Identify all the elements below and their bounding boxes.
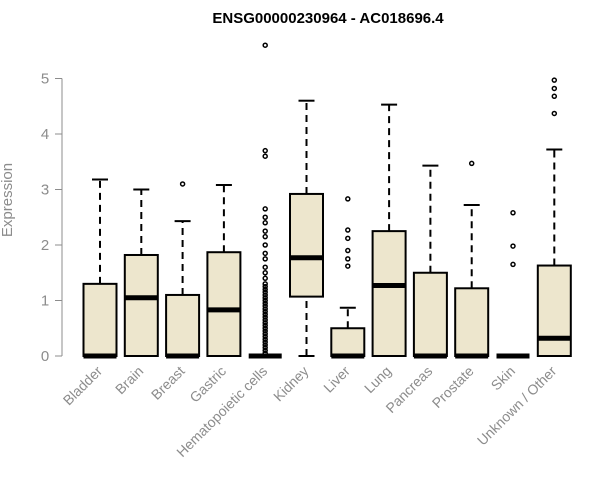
outlier-point <box>262 294 268 301</box>
outlier-point <box>262 256 268 262</box>
box-iqr <box>289 192 324 298</box>
outlier-point <box>262 342 268 348</box>
box-iqr <box>412 271 448 357</box>
outlier-point <box>262 331 268 337</box>
box-iqr <box>330 327 366 357</box>
outlier-point <box>510 261 516 268</box>
box-group <box>536 77 572 357</box>
outlier-point <box>262 214 268 220</box>
y-axis-label: Expression <box>0 163 16 237</box>
box-group <box>330 196 366 359</box>
box-group <box>206 184 242 357</box>
outlier-point <box>510 210 516 216</box>
outlier-point <box>262 328 268 334</box>
outlier-point <box>345 227 351 233</box>
outlier-point <box>262 153 268 159</box>
outlier-point <box>262 264 268 270</box>
outlier-point <box>262 250 268 257</box>
outlier-point <box>179 181 186 187</box>
box-group <box>496 210 530 359</box>
outlier-point <box>551 110 558 117</box>
y-tick-label: 2 <box>41 237 49 254</box>
outlier-point <box>262 300 268 307</box>
outlier-point <box>551 77 558 83</box>
outlier-point <box>262 281 268 287</box>
y-tick-label: 4 <box>41 126 49 143</box>
outlier-point <box>262 347 268 354</box>
box-group <box>454 160 490 359</box>
outlier-point <box>345 247 351 254</box>
outlier-point <box>262 228 268 234</box>
outlier-point <box>551 93 558 100</box>
box-group <box>371 103 407 357</box>
outlier-point <box>345 256 351 262</box>
y-tick-label: 3 <box>41 182 49 199</box>
outlier-point <box>262 306 268 312</box>
outlier-point <box>262 286 268 293</box>
box-iqr <box>536 264 572 357</box>
box-group <box>123 188 159 358</box>
outlier-point <box>551 85 558 92</box>
outlier-point <box>262 292 268 298</box>
outlier-point <box>262 233 268 240</box>
y-tick-label: 5 <box>41 71 49 88</box>
outlier-point <box>262 220 268 226</box>
outlier-point <box>468 160 475 167</box>
box-group <box>248 42 282 359</box>
box-iqr <box>123 253 159 358</box>
x-tick-label: Kidney <box>270 363 312 405</box>
x-tick-label: Lung <box>361 363 394 396</box>
outlier-point <box>262 336 268 343</box>
outlier-point <box>510 243 516 249</box>
x-tick-label: Breast <box>148 363 188 403</box>
outlier-point <box>262 242 268 248</box>
outlier-point <box>262 333 268 340</box>
chart-title: ENSG00000230964 - AC018696.4 <box>212 10 444 27</box>
outlier-point <box>262 308 268 315</box>
outlier-point <box>262 317 268 323</box>
outlier-point <box>262 283 268 290</box>
y-tick-label: 0 <box>41 348 49 365</box>
outlier-point <box>262 339 268 345</box>
outlier-point <box>262 297 268 304</box>
plot-area <box>82 42 572 359</box>
outlier-point <box>262 270 268 276</box>
outlier-point <box>262 350 268 356</box>
box-iqr <box>454 287 490 358</box>
outlier-point <box>345 196 351 202</box>
outlier-point <box>262 275 268 282</box>
outlier-point <box>262 325 268 331</box>
box-group <box>82 178 118 359</box>
outlier-point <box>262 206 268 212</box>
y-tick-label: 1 <box>41 293 49 310</box>
x-tick-label: Prostate <box>429 363 477 411</box>
y-axis: 0 1 2 3 4 5 <box>41 71 63 365</box>
x-tick-label: Liver <box>320 363 353 396</box>
outlier-point <box>262 344 268 351</box>
x-tick-label: Skin <box>488 363 519 394</box>
box-iqr <box>371 230 407 357</box>
outlier-point <box>262 289 268 295</box>
outlier-point <box>262 147 268 154</box>
x-tick-label: Bladder <box>60 363 106 409</box>
box-iqr <box>82 282 118 358</box>
outlier-point <box>262 314 268 320</box>
outlier-point <box>262 42 268 48</box>
outlier-point <box>262 311 268 318</box>
outlier-point <box>262 303 268 309</box>
box-iqr <box>206 251 242 357</box>
box-group <box>412 164 448 359</box>
box-group <box>289 99 324 357</box>
box-group <box>165 181 201 359</box>
outlier-point <box>262 319 268 326</box>
outlier-point <box>345 235 351 242</box>
outlier-point <box>262 322 268 329</box>
x-tick-label: Brain <box>112 363 146 397</box>
box-iqr <box>165 293 201 358</box>
outlier-point <box>345 263 351 269</box>
